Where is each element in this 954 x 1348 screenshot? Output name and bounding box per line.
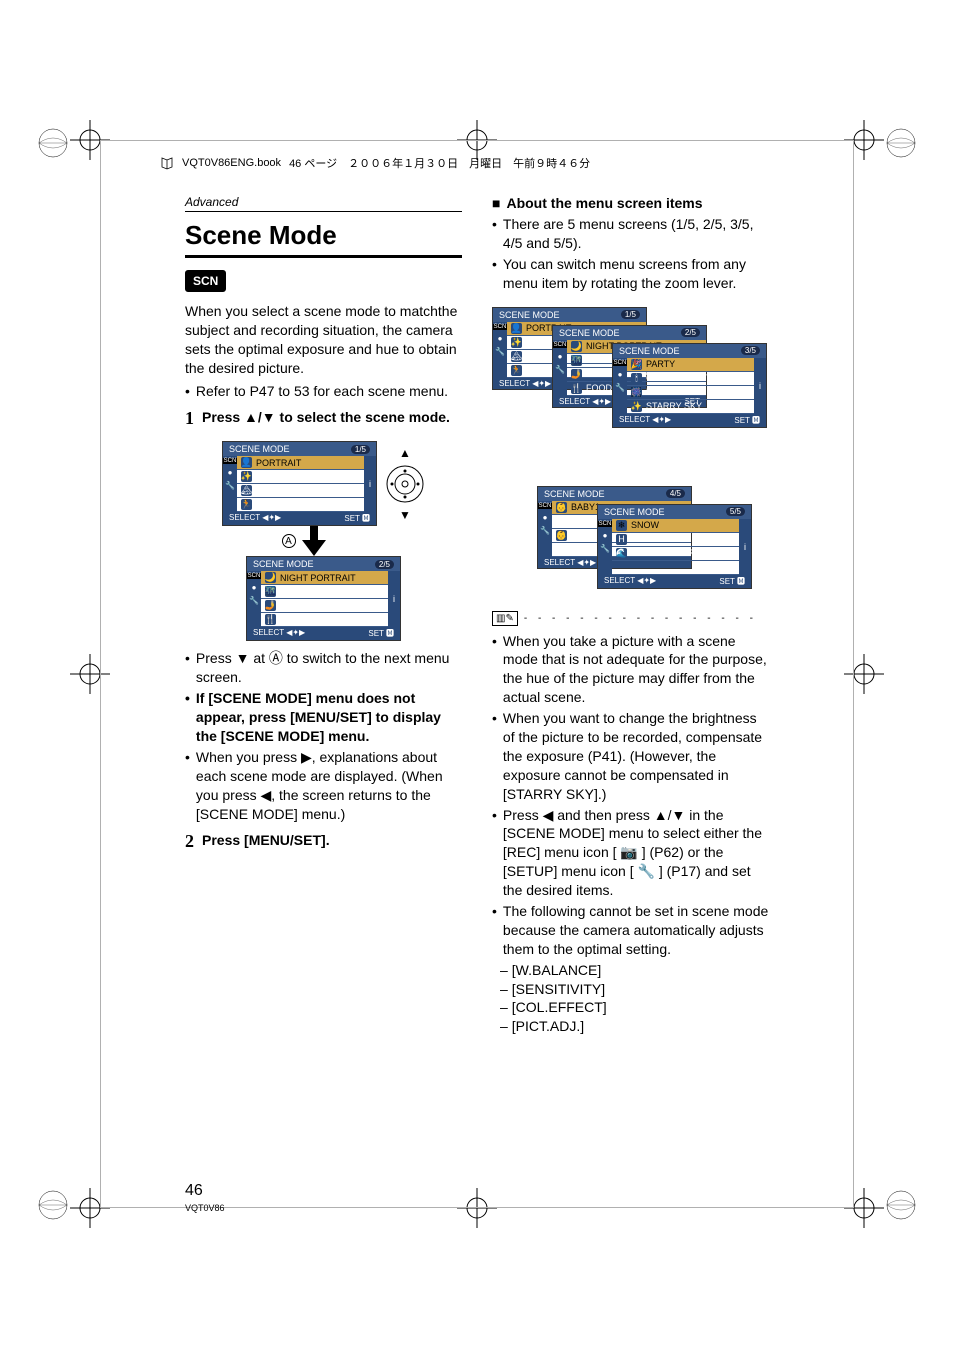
left-bullet-3: When you press ▶, explanations about eac…	[185, 748, 462, 824]
menu-item-self-portrait[interactable]: 🤳SELF PORTRAIT	[261, 599, 388, 613]
left-column: Advanced Scene Mode SCN When you select …	[185, 195, 462, 1153]
step-2: 2 Press [MENU/SET].	[185, 831, 462, 852]
note-dash-4: [PICT.ADJ.]	[500, 1017, 769, 1036]
portrait-icon: 👤	[241, 457, 252, 468]
starry-icon: ✨	[631, 401, 642, 412]
note-icon: ▥✎	[492, 611, 518, 626]
down-triangle-icon: ▼	[399, 508, 411, 522]
candle-icon: 🕯	[631, 373, 642, 384]
reg-mark-br	[883, 1187, 919, 1223]
right-column: About the menu screen items There are 5 …	[492, 195, 769, 1153]
note-dash-3: [COL.EFFECT]	[500, 998, 769, 1017]
menu-side-icons: SCN●🔧	[223, 456, 237, 512]
intro-bullet-text: Refer to P47 to 53 for each scene menu.	[196, 382, 448, 401]
highsens-icon: H	[616, 534, 627, 545]
page-number: 46	[185, 1182, 203, 1200]
reg-mark-bl	[35, 1187, 71, 1223]
reg-mark-tl	[35, 125, 71, 161]
scenery-icon: 🏔	[241, 485, 252, 496]
fireworks-icon: 🎆	[631, 387, 642, 398]
book-icon	[160, 156, 174, 170]
night-portrait-icon: 🌙	[265, 572, 276, 583]
about-heading: About the menu screen items	[492, 195, 769, 211]
step-2-num: 2	[185, 831, 194, 852]
step-2-text: Press [MENU/SET].	[202, 831, 330, 849]
intro-bullet: Refer to P47 to 53 for each scene menu.	[185, 382, 462, 401]
header-book: VQT0V86ENG.book	[182, 157, 281, 169]
left-bullet-2: If [SCENE MODE] menu does not appear, pr…	[185, 689, 462, 746]
note-separator: ▥✎ - - - - - - - - - - - - - - - - -	[492, 611, 769, 626]
arrow-down-icon	[302, 526, 326, 556]
menu-item-night-portrait[interactable]: 🌙NIGHT PORTRAIT	[261, 571, 388, 585]
right-bullet-2: You can switch menu screens from any men…	[492, 255, 769, 293]
menu-cluster-top: SCENE MODE1/5 SCN●🔧 👤PORTRAIT ✨SOFT SKIN…	[492, 307, 769, 472]
circled-a-label: A	[282, 534, 296, 548]
menu-item-sports[interactable]: 🏃SPORTS	[237, 498, 364, 512]
dial-icon	[385, 464, 425, 504]
menu-item-night-scenery[interactable]: 🌃NIGHT SCENERY	[261, 585, 388, 599]
underwater-icon: 🌊	[616, 548, 627, 559]
menu-item-softskin[interactable]: ✨SOFT SKIN	[237, 470, 364, 484]
party-icon: 🎉	[631, 359, 642, 370]
note-dash-1: [W.BALANCE]	[500, 961, 769, 980]
menu-footer-set: SET 🅼	[344, 513, 370, 524]
step-1: 1 Press ▲/▼ to select the scene mode.	[185, 408, 462, 429]
note-bullet-4: The following cannot be set in scene mod…	[492, 902, 769, 959]
menu-item-portrait[interactable]: 👤PORTRAIT	[237, 456, 364, 470]
softskin-icon: ✨	[241, 471, 252, 482]
page-code: VQT0V86	[185, 1203, 225, 1213]
up-triangle-icon: ▲	[399, 446, 411, 460]
sports-icon: 🏃	[241, 499, 252, 510]
menu-screen-3: SCENE MODE3/5 SCN●🔧 🎉PARTY 🕯CANDLE LIGHT…	[612, 343, 767, 428]
baby1-icon: 👶	[556, 502, 567, 513]
scn-badge: SCN	[185, 270, 226, 292]
step-1-text: Press ▲/▼ to select the scene mode.	[202, 408, 450, 426]
food-icon: 🍴	[265, 614, 276, 625]
header-line: VQT0V86ENG.book 46 ページ ２００６年１月３０日 月曜日 午前…	[160, 155, 794, 171]
right-bullet-1: There are 5 menu screens (1/5, 2/5, 3/5,…	[492, 215, 769, 253]
menu-screen-5: SCENE MODE5/5 SCN●🔧 ❄SNOW HHIGH SENS. 🌊U…	[597, 504, 752, 589]
info-icon: i	[364, 456, 376, 512]
menu-cluster-bottom: SCENE MODE4/5 SCN●🔧 👶BABY1 👶BABY2 SELECT…	[492, 486, 769, 601]
section-header: Advanced	[185, 195, 462, 212]
left-bullet-1: Press ▼ at Ⓐ to switch to the next menu …	[185, 649, 462, 687]
reg-mark-tr	[883, 125, 919, 161]
self-portrait-icon: 🤳	[265, 600, 276, 611]
note-dashes: - - - - - - - - - - - - - - - - -	[524, 613, 769, 624]
night-scenery-icon: 🌃	[265, 586, 276, 597]
note-bullet-3: Press ◀ and then press ▲/▼ in the [SCENE…	[492, 806, 769, 900]
menu-footer-select: SELECT ◀✦▶	[229, 513, 281, 524]
snow-icon: ❄	[616, 520, 627, 531]
intro-text: When you select a scene mode to matchthe…	[185, 302, 462, 378]
menu-screen-1: SCENE MODE 1/5 SCN●🔧 👤PORTRAIT ✨SOFT SKIN…	[222, 441, 377, 526]
menu-item-food[interactable]: 🍴FOOD	[261, 613, 388, 627]
baby2-icon: 👶	[556, 530, 567, 541]
note-bullet-1: When you take a picture with a scene mod…	[492, 632, 769, 708]
menu-page-badge: 1/5	[351, 445, 370, 454]
step-1-num: 1	[185, 408, 194, 429]
menu-item-scenery[interactable]: 🏔SCENERY	[237, 484, 364, 498]
note-dash-2: [SENSITIVITY]	[500, 980, 769, 999]
menu-title: SCENE MODE	[229, 444, 290, 454]
note-bullet-2: When you want to change the brightness o…	[492, 709, 769, 803]
page-title: Scene Mode	[185, 220, 462, 258]
header-page-jp: 46 ページ ２００６年１月３０日 月曜日 午前９時４６分	[289, 155, 590, 171]
menu-screen-2: SCENE MODE2/5 SCN●🔧 🌙NIGHT PORTRAIT 🌃NIG…	[246, 556, 401, 641]
